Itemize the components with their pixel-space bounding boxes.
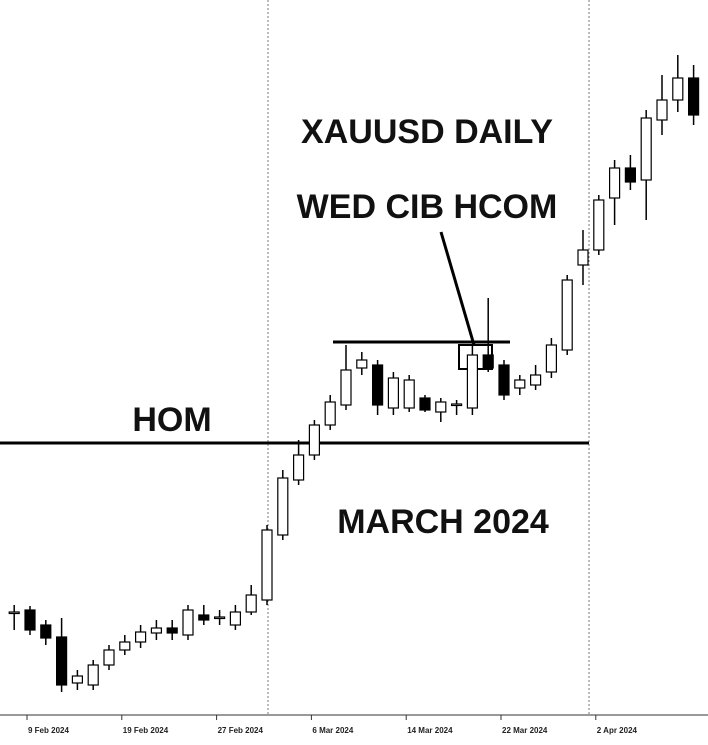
candle-body [640,117,652,181]
candle-body [277,477,289,536]
candle-body [608,167,621,199]
candle-body [40,624,52,639]
candle-body [340,369,352,406]
x-tick-label: 19 Feb 2024 [123,726,169,735]
candles [8,55,700,692]
candle-body [24,609,36,631]
candle-body [261,529,273,601]
candle-body [403,379,415,409]
candle-body [103,649,115,666]
candle-body [419,397,431,411]
candle-body [150,627,162,634]
candle-body [55,636,68,686]
candle-body [198,614,210,621]
candle-body [166,627,178,634]
candle-body [71,675,84,684]
annotation: HOM [132,401,211,439]
candle-body [308,424,320,456]
x-tick-label: 2 Apr 2024 [597,726,638,735]
candle-body [182,609,194,636]
candle-body [8,611,20,615]
arrow [439,231,476,346]
candle-body [514,379,526,389]
candle-body [466,354,478,409]
candle-body [372,364,384,406]
candle-body [561,279,573,351]
candle-body [482,354,494,369]
candle-body [135,631,147,643]
annotation: WED CIB HCOM [297,188,558,226]
x-axis: 9 Feb 2024 19 Feb 2024 27 Feb 2024 6 Mar 20… [26,715,638,735]
annotation: XAUUSD DAILY [301,113,553,151]
candle-body [593,199,605,251]
candle-body [545,344,558,373]
candle-body [356,359,368,369]
x-tick-label: 9 Feb 2024 [28,726,69,735]
candle-body [687,77,700,116]
candle-body [451,403,463,407]
candle-body [672,77,684,101]
candle-body [214,616,226,620]
candle-body [245,594,257,613]
x-tick-label: 6 Mar 2024 [312,726,353,735]
candle-body [324,401,336,426]
x-tick-label: 22 Mar 2024 [502,726,548,735]
candle-body [656,99,668,121]
annotation: MARCH 2024 [337,503,549,541]
candle-body [87,664,99,686]
candle-body [624,167,637,183]
x-tick-label: 14 Mar 2024 [407,726,453,735]
candle-body [577,249,589,266]
candle-body [498,364,510,396]
candle-body [119,641,131,651]
candle-body [293,454,305,481]
candle-body [229,611,241,626]
candle-body [529,374,542,386]
candle-body [387,377,399,409]
candle-body [435,401,447,413]
x-tick-label: 27 Feb 2024 [218,726,264,735]
